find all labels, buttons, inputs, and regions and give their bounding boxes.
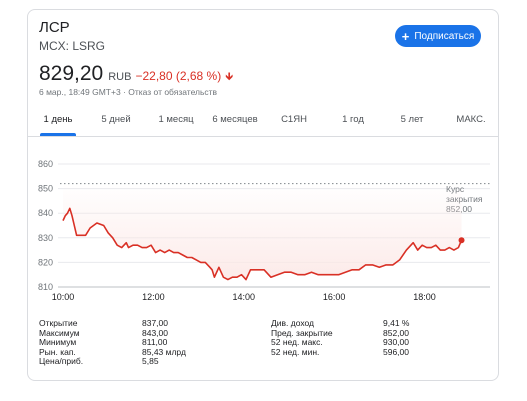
- stat-value: 811,00: [142, 337, 168, 348]
- tab-6-months[interactable]: 6 месяцев: [212, 114, 258, 125]
- price-row: 829,20 RUB −22,80 (2,68 %) 🡻: [39, 62, 233, 87]
- currency: RUB: [108, 71, 132, 83]
- stat-label: Минимум: [39, 337, 77, 348]
- x-tick-label: 12:00: [142, 292, 165, 302]
- subscribe-button[interactable]: + Подписаться: [395, 25, 481, 47]
- last-price-dot: [458, 237, 465, 244]
- tab-max[interactable]: МАКС.: [456, 114, 486, 125]
- stat-value: 85,43 млрд: [142, 346, 186, 357]
- stat-label: Рын. кап.: [39, 346, 76, 357]
- range-tabs: 1 день 5 дней 1 месяц 6 месяцев С1ЯН 1 г…: [28, 106, 498, 137]
- quote-timestamp: 6 мар., 18:49 GMT+3 · Отказ от обязатель…: [39, 87, 217, 97]
- company-name: ЛСР: [39, 19, 70, 36]
- tab-5-days[interactable]: 5 дней: [101, 114, 131, 125]
- y-tick-label: 860: [38, 159, 53, 169]
- y-tick-label: 810: [38, 282, 53, 292]
- stat-value: 5,85: [142, 356, 159, 367]
- stat-value: 9,41 %: [383, 318, 410, 328]
- tab-1-year[interactable]: 1 год: [342, 114, 364, 125]
- stat-label: Максимум: [39, 327, 80, 338]
- stat-value: 930,00: [383, 337, 409, 348]
- stat-label: Див. доход: [271, 318, 314, 328]
- stat-label: Цена/приб.: [39, 356, 84, 367]
- price-line: [62, 207, 463, 281]
- y-tick-label: 820: [38, 257, 53, 267]
- x-tick-label: 10:00: [52, 292, 75, 302]
- price-chart[interactable]: 810 820 830 840 850 860 10:00 12:00 14:00 16:00 18…: [28, 10, 498, 315]
- quote-meta-text: 6 мар., 18:49 GMT+3 · Отказ от обязатель…: [39, 87, 218, 97]
- y-tick-label: 850: [38, 184, 53, 194]
- price-area-fill: [63, 183, 462, 280]
- x-tick-label: 16:00: [323, 292, 346, 302]
- stat-label: Открытие: [39, 318, 78, 328]
- stat-value: 843,00: [142, 327, 168, 338]
- x-tick-label: 14:00: [232, 292, 255, 302]
- tab-1-day[interactable]: 1 день: [43, 114, 73, 125]
- x-tick-label: 18:00: [413, 292, 436, 302]
- stat-value: 596,00: [383, 346, 409, 357]
- stat-value: 837,00: [142, 318, 168, 328]
- plus-icon: +: [401, 28, 410, 44]
- tab-5-years[interactable]: 5 лет: [400, 114, 424, 125]
- stat-label: 52 нед. макс.: [271, 337, 323, 348]
- price-change: −22,80 (2,68 %): [135, 69, 222, 83]
- active-tab-indicator: [40, 133, 76, 136]
- previous-close-label-2: закрытия: [446, 194, 483, 204]
- ticker-symbol: MCX: LSRG: [39, 39, 106, 53]
- tab-ytd[interactable]: С1ЯН: [281, 114, 307, 125]
- subscribe-label: Подписаться: [414, 30, 475, 42]
- stat-label: 52 нед. мин.: [271, 346, 320, 357]
- arrow-down-icon: 🡻: [225, 71, 234, 83]
- y-tick-label: 830: [38, 233, 53, 243]
- stock-card: ЛСР MCX: LSRG + Подписаться 829,20 RUB −…: [27, 9, 499, 381]
- stat-value: 852,00: [383, 327, 409, 338]
- tab-1-month[interactable]: 1 месяц: [158, 114, 194, 125]
- y-tick-label: 840: [38, 208, 53, 218]
- current-price: 829,20: [39, 62, 104, 85]
- stat-label: Пред. закрытие: [271, 327, 333, 338]
